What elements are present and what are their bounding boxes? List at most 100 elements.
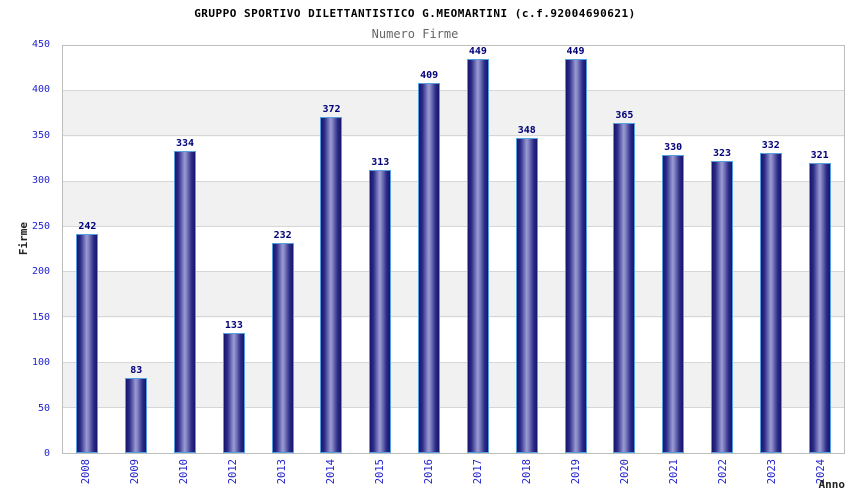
bar-slot: 232 — [258, 46, 307, 453]
x-tick-label: 2019 — [569, 459, 582, 485]
bar — [466, 59, 489, 453]
y-tick-label: 350 — [31, 129, 50, 141]
gridline — [63, 361, 844, 363]
bar-slot: 133 — [209, 46, 258, 453]
x-tick-label: 2016 — [423, 459, 436, 485]
y-tick-label: 150 — [31, 311, 50, 323]
x-axis-title: Anno — [818, 478, 846, 491]
x-tick-label: 2023 — [765, 459, 778, 485]
bar-value-label: 313 — [371, 156, 390, 168]
bar — [222, 332, 245, 453]
y-tick-label: 200 — [31, 266, 50, 278]
bar-slot: 334 — [161, 46, 210, 453]
bar-slot: 321 — [795, 46, 844, 453]
bar-value-label: 330 — [664, 141, 683, 153]
bar-value-label: 232 — [273, 230, 292, 242]
bar-slot: 83 — [112, 46, 161, 453]
x-tick-slot: 2019 — [551, 459, 600, 499]
x-tick-slot: 2021 — [649, 459, 698, 499]
bar-value-label: 348 — [517, 125, 536, 137]
bar-value-label: 449 — [566, 46, 585, 57]
x-tick-label: 2013 — [276, 459, 289, 485]
x-tick-slot: 2009 — [111, 459, 160, 499]
gridline — [63, 406, 844, 408]
bar — [759, 152, 782, 453]
bar — [76, 234, 99, 453]
chart-title: GRUPPO SPORTIVO DILETTANTISTICO G.MEOMAR… — [194, 7, 636, 20]
y-tick-label: 400 — [31, 84, 50, 96]
bar-value-label: 323 — [712, 147, 731, 159]
x-tick-label: 2012 — [227, 459, 240, 485]
y-tick-label: 300 — [31, 175, 50, 187]
x-tick-slot: 2020 — [600, 459, 649, 499]
x-tick-label: 2022 — [716, 459, 729, 485]
bar — [613, 122, 636, 453]
x-tick-slot: 2016 — [405, 459, 454, 499]
bars-row: 242 83 334 133 232 372 313 409 449 348 449 365 330 32… — [63, 46, 844, 453]
bar — [174, 150, 197, 453]
x-tick-slot: 2014 — [307, 459, 356, 499]
x-tick-label: 2015 — [374, 459, 387, 485]
y-tick-label: 450 — [31, 39, 50, 50]
x-tick-label: 2017 — [471, 459, 484, 485]
y-tick-label: 0 — [43, 448, 50, 459]
x-tick-slot: 2017 — [454, 459, 503, 499]
gridline — [63, 271, 844, 273]
x-tick-label: 2010 — [178, 459, 191, 485]
x-tick-slot: 2008 — [62, 459, 111, 499]
gridline — [63, 316, 844, 318]
x-tick-slot: 2022 — [698, 459, 747, 499]
bar — [271, 243, 294, 453]
bar-slot: 409 — [405, 46, 454, 453]
bar-value-label: 409 — [420, 70, 439, 82]
x-tick-slot: 2013 — [258, 459, 307, 499]
bar — [710, 160, 733, 453]
bar-slot: 323 — [698, 46, 747, 453]
x-tick-label: 2014 — [325, 459, 338, 485]
bar-slot: 242 — [63, 46, 112, 453]
bar — [515, 138, 538, 453]
x-tick-slot: 2010 — [160, 459, 209, 499]
bar-value-label: 321 — [810, 149, 829, 161]
y-tick-label: 250 — [31, 220, 50, 232]
x-tick-label: 2020 — [618, 459, 631, 485]
bar — [564, 59, 587, 453]
bar-slot: 449 — [454, 46, 503, 453]
x-axis-tick-labels: 2008 2009 2010 2012 2013 2014 2015 2016 2017 2018… — [62, 459, 845, 499]
y-axis-tick-labels: 0 50 100 150 200 250 300 350 400 450 — [0, 39, 56, 459]
x-tick-slot: 2012 — [209, 459, 258, 499]
bar — [418, 83, 441, 453]
bar-slot: 348 — [502, 46, 551, 453]
chart-subtitle: Numero Firme — [371, 27, 459, 41]
gridline — [63, 180, 844, 182]
bar — [369, 169, 392, 453]
bar-value-label: 332 — [761, 139, 780, 151]
bar — [662, 154, 685, 453]
bar-slot: 313 — [356, 46, 405, 453]
x-tick-slot: 2023 — [747, 459, 796, 499]
bar — [808, 162, 831, 453]
x-tick-label: 2008 — [80, 459, 93, 485]
bar-slot: 372 — [307, 46, 356, 453]
bar-slot: 332 — [746, 46, 795, 453]
bar-slot: 365 — [600, 46, 649, 453]
x-tick-label: 2018 — [520, 459, 533, 485]
bar-value-label: 133 — [224, 319, 243, 331]
gridline — [63, 90, 844, 92]
gridline — [63, 225, 844, 227]
bar — [320, 116, 343, 453]
bar — [125, 377, 148, 453]
bar-value-label: 334 — [176, 137, 195, 149]
x-tick-slot: 2018 — [502, 459, 551, 499]
bar-value-label: 242 — [78, 221, 97, 233]
gridline — [63, 135, 844, 137]
x-tick-label: 2009 — [129, 459, 142, 485]
bar-value-label: 83 — [130, 364, 143, 376]
bar-value-label: 372 — [322, 103, 341, 115]
bar-value-label: 365 — [615, 109, 634, 121]
bar-slot: 449 — [551, 46, 600, 453]
x-tick-label: 2021 — [667, 459, 680, 485]
x-tick-slot: 2015 — [356, 459, 405, 499]
bar-slot: 330 — [649, 46, 698, 453]
